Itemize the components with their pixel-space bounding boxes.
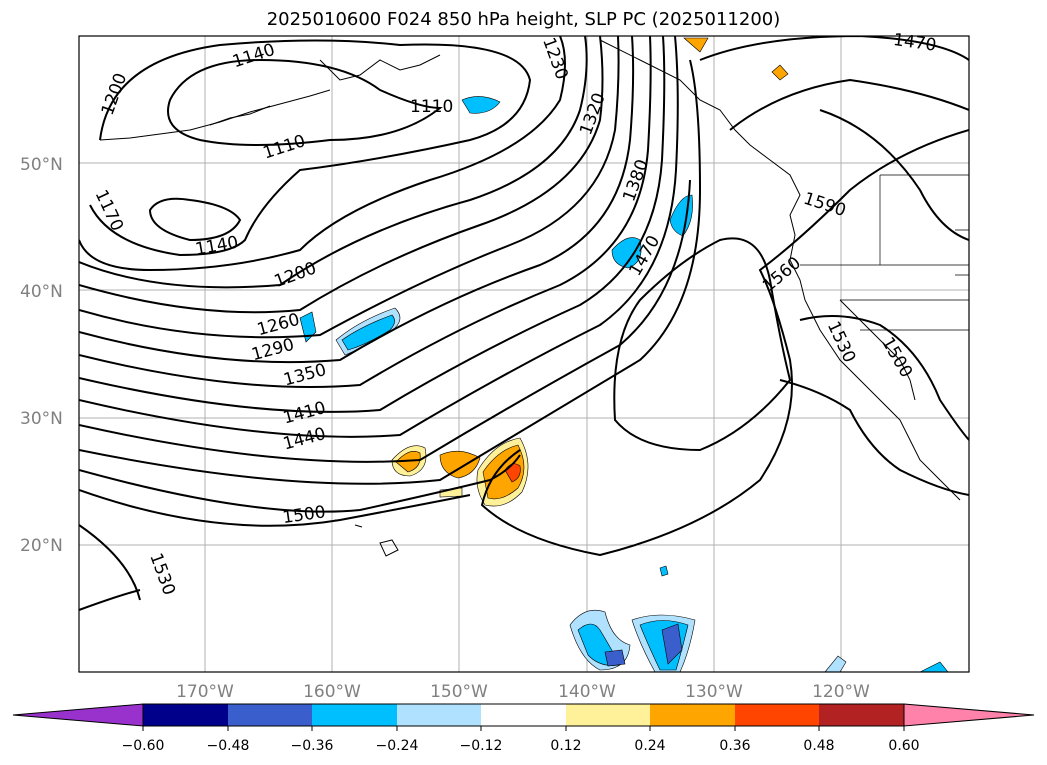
blue-patch-central-inner [341,314,395,351]
colorbar-tick-label: −0.48 [207,738,250,754]
colorbar-bin [312,704,397,726]
colorbar-bin [228,704,312,726]
map-title: 2025010600 F024 850 hPa height, SLP PC (… [266,9,781,30]
lon-label: 170°W [176,682,234,702]
blue-patch-west [299,311,317,343]
lon-label: 150°W [430,682,488,702]
colorbar-tick-label: 0.36 [719,738,750,754]
colorbar-tick-label: 0.12 [550,738,581,754]
colorbar-bin [735,704,819,726]
borders [800,174,969,331]
colorbar-tick-label: −0.60 [122,738,165,754]
lon-label: 130°W [685,682,743,702]
colorbar-tick-label: −0.24 [376,738,419,754]
height-contours [79,36,969,611]
colorbar: −0.60 −0.48 −0.36 −0.24 −0.12 0.12 0.24 … [12,703,1035,754]
blue-patch-se2 [919,661,949,672]
colorbar-bin [566,704,650,726]
blue-dot [659,565,669,577]
colorbar-extend-left [12,703,144,727]
colorbar-bin [143,704,228,726]
lat-label: 30°N [20,409,63,429]
blue-patch-aleutian [461,96,501,114]
orange-patch-north [683,37,709,53]
orange-patch-ne [771,64,789,81]
latitude-labels: 50°N 40°N 30°N 20°N [20,155,63,556]
colorbar-tick-label: 0.48 [803,738,834,754]
blue-patch-coast-north [669,194,693,237]
colorbar-bin [397,704,481,726]
lon-label: 120°W [812,682,870,702]
graticule [79,36,969,672]
map-content [79,36,969,672]
map-frame [78,35,970,673]
contour-label: 1110 [410,97,453,117]
blue-patch-se [824,655,847,672]
colorbar-tick-label: −0.12 [460,738,503,754]
colorbar-frame [142,703,905,727]
colorbar-bin [481,704,566,726]
colorbar-bin [650,704,735,726]
coastlines [99,39,961,557]
lat-label: 40°N [20,282,63,302]
orange-patch-2 [439,450,481,479]
colorbar-tick-label: −0.36 [291,738,334,754]
dark-blue-patch-1 [604,649,626,667]
colorbar-ticks [142,726,905,731]
lat-label: 50°N [20,155,63,175]
longitude-labels: 170°W 160°W 150°W 140°W 130°W 120°W [176,682,870,702]
lon-label: 160°W [303,682,361,702]
lon-label: 140°W [558,682,616,702]
lat-label: 20°N [20,536,63,556]
colorbar-extend-right [903,703,1035,727]
map-background [79,36,969,672]
colorbar-tick-label: 0.24 [634,738,665,754]
colorbar-tick-label: 0.60 [888,738,919,754]
colorbar-bin [819,704,904,726]
blue-patch-coast [611,237,642,269]
dark-blue-patch-2 [661,623,683,665]
